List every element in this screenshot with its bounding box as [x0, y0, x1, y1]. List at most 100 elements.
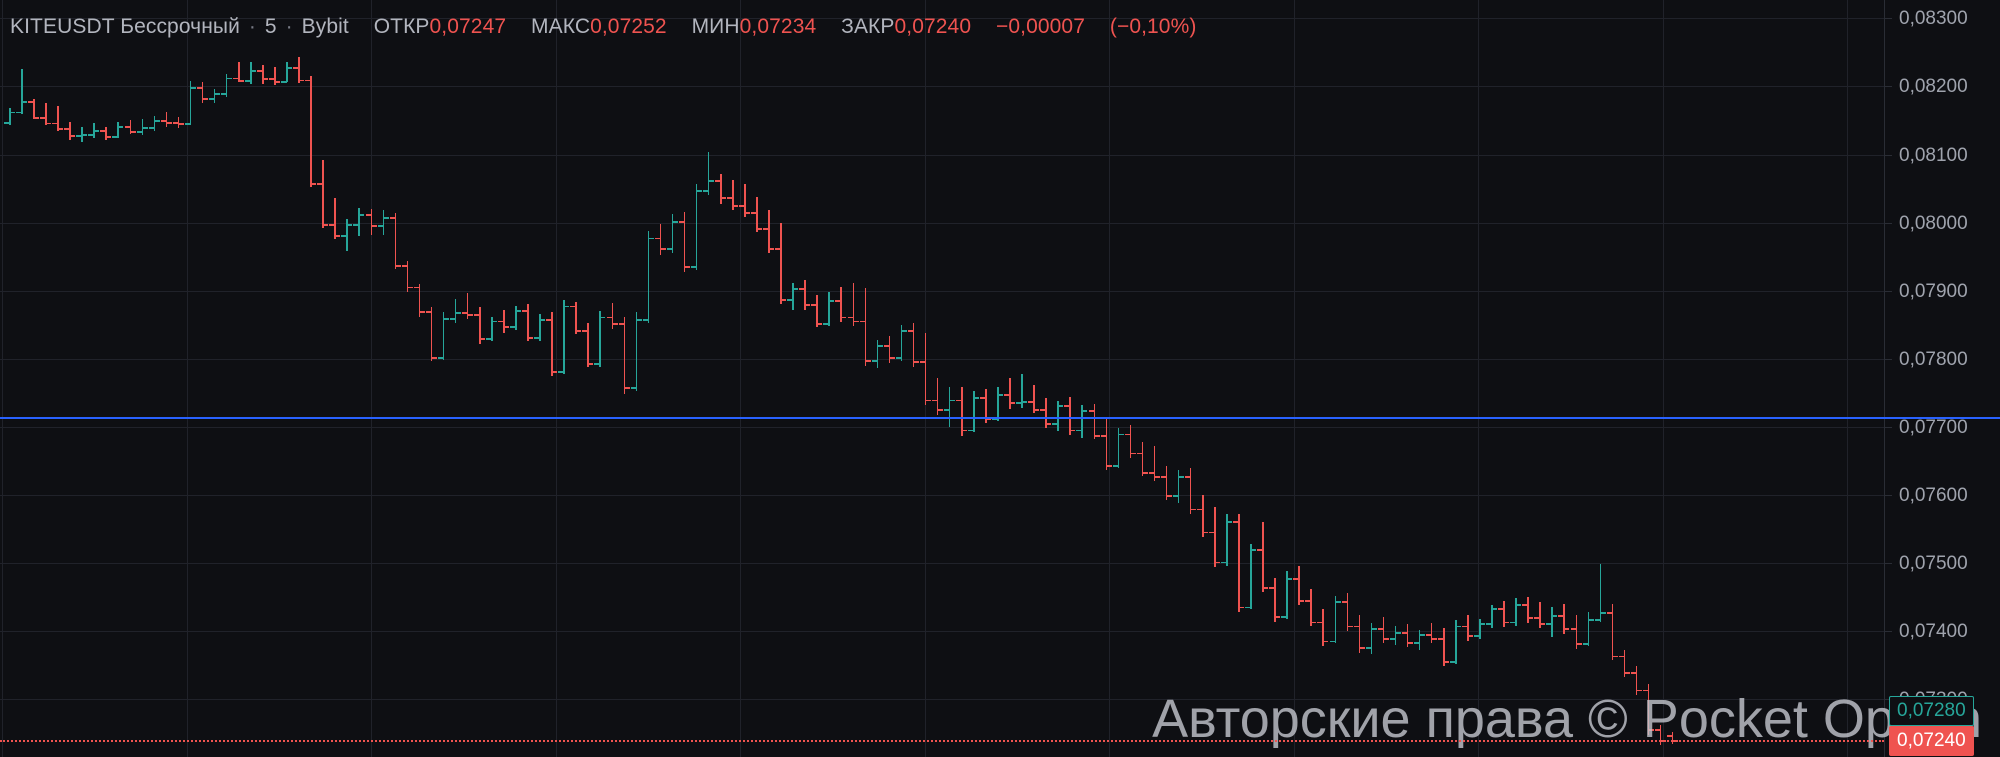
ohlc-bar[interactable]: [136, 0, 148, 757]
legend-exchange[interactable]: Bybit: [301, 15, 349, 38]
ohlc-bar[interactable]: [992, 0, 1004, 757]
ohlc-bar[interactable]: [1486, 0, 1498, 757]
legend-timeframe[interactable]: 5: [264, 15, 277, 38]
ohlc-bar[interactable]: [1642, 0, 1654, 757]
ohlc-bar[interactable]: [232, 0, 244, 757]
ohlc-bar[interactable]: [714, 0, 726, 757]
ohlc-bar[interactable]: [1245, 0, 1257, 757]
ohlc-bar[interactable]: [1498, 0, 1510, 757]
ohlc-bar[interactable]: [317, 0, 329, 757]
ohlc-bar[interactable]: [1293, 0, 1305, 757]
ohlc-bar[interactable]: [1124, 0, 1136, 757]
ohlc-bar[interactable]: [184, 0, 196, 757]
ohlc-bar[interactable]: [606, 0, 618, 757]
ohlc-bar[interactable]: [4, 0, 15, 757]
ohlc-bar[interactable]: [835, 0, 847, 757]
ohlc-bar[interactable]: [799, 0, 811, 757]
ohlc-bar[interactable]: [1052, 0, 1064, 757]
chart-plot-area[interactable]: [0, 0, 1884, 757]
ohlc-bar[interactable]: [413, 0, 425, 757]
ohlc-bar[interactable]: [1534, 0, 1546, 757]
ohlc-bar[interactable]: [401, 0, 413, 757]
ohlc-bar[interactable]: [1233, 0, 1245, 757]
ohlc-bar[interactable]: [1389, 0, 1401, 757]
ohlc-bar[interactable]: [208, 0, 220, 757]
ohlc-bar[interactable]: [269, 0, 281, 757]
ohlc-bar[interactable]: [895, 0, 907, 757]
ohlc-bar[interactable]: [1112, 0, 1124, 757]
ohlc-bar[interactable]: [1269, 0, 1281, 757]
ohlc-bar[interactable]: [823, 0, 835, 757]
ohlc-bar[interactable]: [763, 0, 775, 757]
ohlc-bar[interactable]: [883, 0, 895, 757]
ohlc-bar[interactable]: [919, 0, 931, 757]
ohlc-bar[interactable]: [1654, 0, 1666, 757]
blue-horizontal-price-line[interactable]: [0, 417, 2000, 419]
ohlc-bar[interactable]: [353, 0, 365, 757]
ohlc-bar[interactable]: [1474, 0, 1486, 757]
ohlc-bar[interactable]: [28, 0, 40, 757]
ohlc-bar[interactable]: [510, 0, 522, 757]
ohlc-bar[interactable]: [1160, 0, 1172, 757]
ohlc-bar[interactable]: [1618, 0, 1630, 757]
ohlc-bar[interactable]: [88, 0, 100, 757]
ohlc-bar[interactable]: [1028, 0, 1040, 757]
ohlc-bar[interactable]: [666, 0, 678, 757]
ohlc-bar[interactable]: [678, 0, 690, 757]
ohlc-bar[interactable]: [1546, 0, 1558, 757]
ohlc-bar[interactable]: [1666, 0, 1678, 757]
ohlc-bar[interactable]: [305, 0, 317, 757]
ohlc-bar[interactable]: [52, 0, 64, 757]
ohlc-bar[interactable]: [1462, 0, 1474, 757]
ohlc-bar[interactable]: [281, 0, 293, 757]
ohlc-bar[interactable]: [377, 0, 389, 757]
ohlc-bar[interactable]: [329, 0, 341, 757]
ohlc-bar[interactable]: [1209, 0, 1220, 757]
ohlc-bar[interactable]: [1317, 0, 1329, 757]
ohlc-bar[interactable]: [1281, 0, 1293, 757]
ohlc-bar[interactable]: [1353, 0, 1365, 757]
ohlc-bar[interactable]: [582, 0, 594, 757]
ohlc-bar[interactable]: [100, 0, 112, 757]
ohlc-bar[interactable]: [751, 0, 763, 757]
ohlc-bar[interactable]: [811, 0, 823, 757]
ohlc-bar[interactable]: [871, 0, 883, 757]
ohlc-bar[interactable]: [461, 0, 473, 757]
ohlc-bar[interactable]: [1172, 0, 1184, 757]
ohlc-bar[interactable]: [64, 0, 76, 757]
ohlc-bar[interactable]: [160, 0, 172, 757]
ohlc-bar[interactable]: [1016, 0, 1028, 757]
ohlc-bar[interactable]: [847, 0, 859, 757]
ohlc-bar[interactable]: [437, 0, 449, 757]
ohlc-bar[interactable]: [76, 0, 88, 757]
previous-close-price-badge[interactable]: 0,07280: [1889, 696, 1974, 726]
ohlc-bar[interactable]: [1257, 0, 1269, 757]
ohlc-bar[interactable]: [1522, 0, 1534, 757]
ohlc-bar[interactable]: [1582, 0, 1594, 757]
ohlc-bar[interactable]: [1365, 0, 1377, 757]
ohlc-bar[interactable]: [727, 0, 738, 757]
ohlc-bar[interactable]: [196, 0, 208, 757]
ohlc-bar[interactable]: [1377, 0, 1389, 757]
ohlc-bar[interactable]: [1570, 0, 1582, 757]
ohlc-bar[interactable]: [425, 0, 437, 757]
ohlc-bar[interactable]: [220, 0, 232, 757]
ohlc-bar[interactable]: [739, 0, 751, 757]
ohlc-bar[interactable]: [1305, 0, 1317, 757]
ohlc-bar[interactable]: [702, 0, 714, 757]
ohlc-bar[interactable]: [859, 0, 871, 757]
ohlc-bar[interactable]: [389, 0, 401, 757]
ohlc-bar[interactable]: [1136, 0, 1148, 757]
ohlc-bar[interactable]: [1594, 0, 1606, 757]
ohlc-bar[interactable]: [594, 0, 606, 757]
ohlc-bar[interactable]: [968, 0, 979, 757]
ohlc-bar[interactable]: [1341, 0, 1353, 757]
ohlc-bar[interactable]: [642, 0, 654, 757]
ohlc-bar[interactable]: [980, 0, 992, 757]
ohlc-bar[interactable]: [534, 0, 546, 757]
ohlc-bar[interactable]: [40, 0, 52, 757]
ohlc-bar[interactable]: [1606, 0, 1618, 757]
ohlc-bar[interactable]: [654, 0, 666, 757]
ohlc-bar[interactable]: [148, 0, 160, 757]
ohlc-bar[interactable]: [473, 0, 485, 757]
